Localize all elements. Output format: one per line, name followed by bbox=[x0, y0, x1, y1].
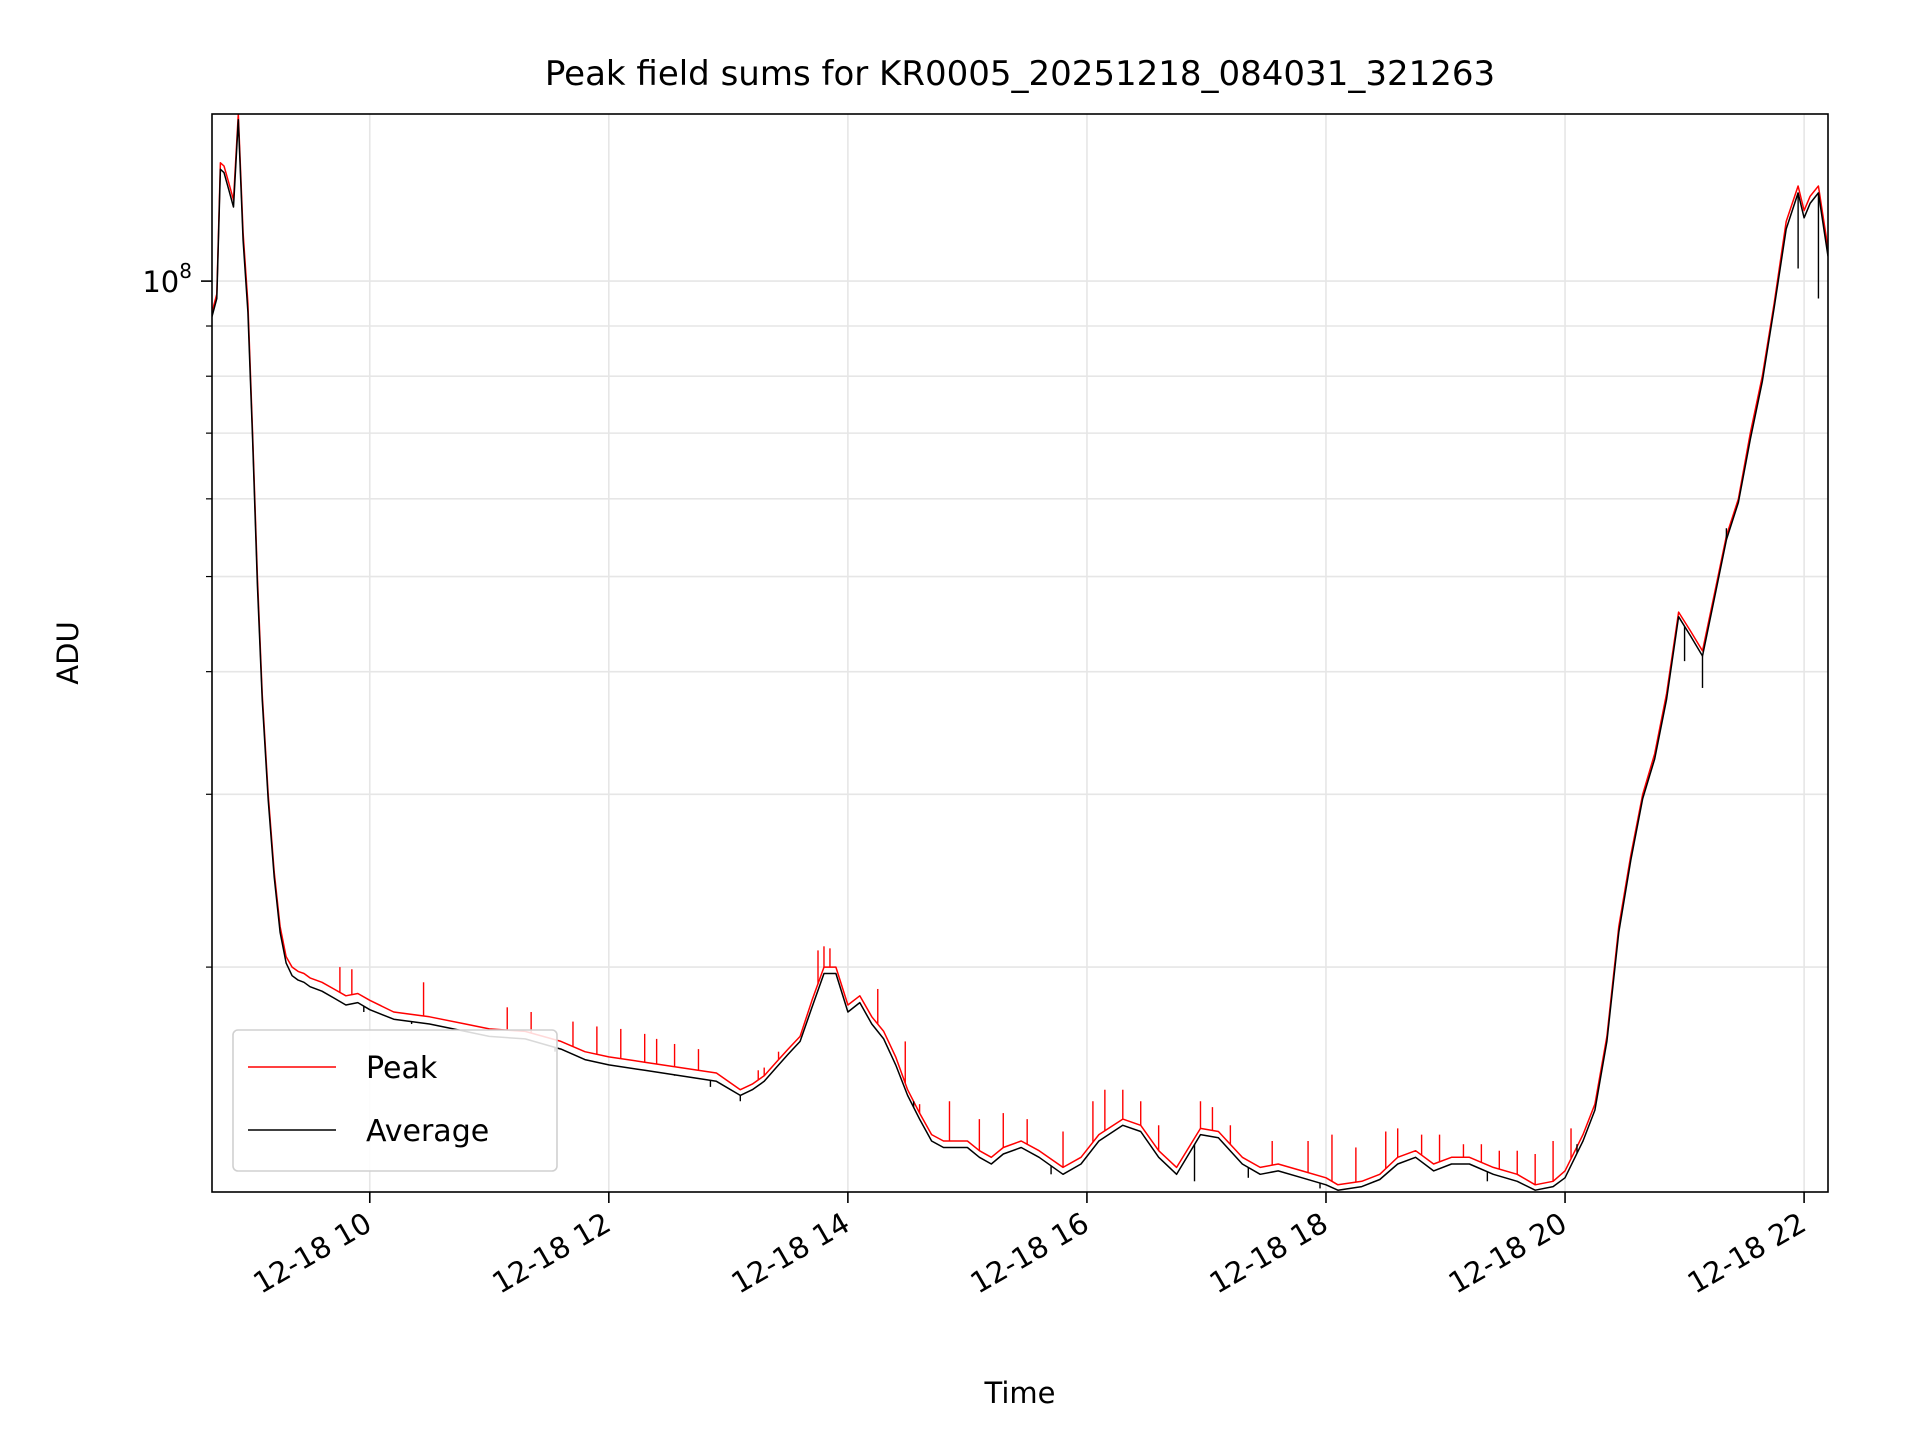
grid bbox=[212, 114, 1828, 1192]
legend-average-label: Average bbox=[366, 1114, 489, 1149]
series-average-line bbox=[212, 119, 1828, 1191]
y-tick-label: 108 bbox=[142, 259, 192, 299]
x-axis-label: Time bbox=[984, 1376, 1056, 1410]
legend-box bbox=[232, 1029, 558, 1172]
plot-frame bbox=[211, 113, 1829, 1193]
legend: Peak Average bbox=[232, 1029, 558, 1172]
y-axis-label: ADU bbox=[51, 621, 85, 684]
series-peak-line bbox=[212, 114, 1828, 1186]
chart-title: Peak field sums for KR0005_20251218_0840… bbox=[545, 54, 1495, 94]
series-layer bbox=[212, 114, 1828, 1191]
plot-area bbox=[212, 114, 1828, 1192]
legend-peak-label: Peak bbox=[366, 1051, 438, 1086]
